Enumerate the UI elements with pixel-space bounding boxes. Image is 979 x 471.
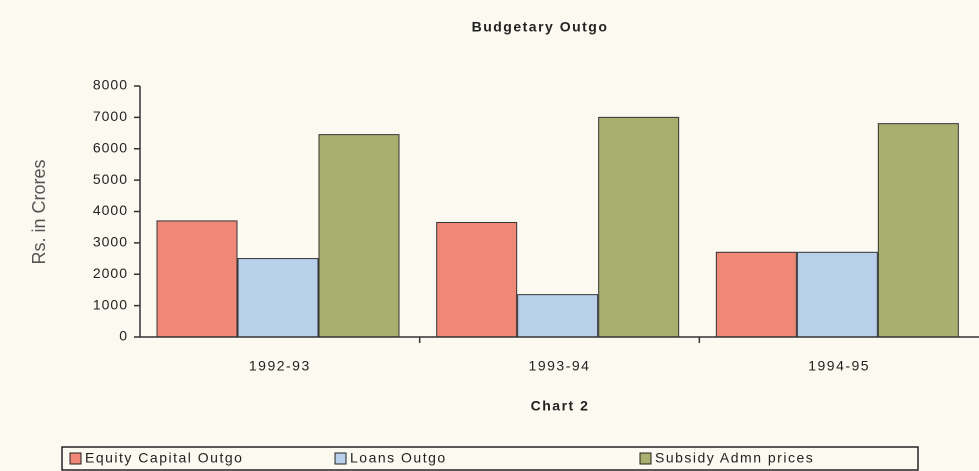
- bar: [715, 251, 797, 338]
- y-tick-label: 2000: [93, 265, 128, 281]
- legend-label: Subsidy Admn prices: [655, 450, 814, 466]
- bar: [796, 251, 878, 338]
- y-tick-label: 3000: [93, 234, 128, 250]
- legend-label: Equity Capital Outgo: [85, 450, 243, 466]
- x-axis-label: Chart 2: [531, 398, 590, 414]
- x-tick-label: 1992-93: [249, 358, 311, 374]
- legend-label: Loans Outgo: [350, 450, 447, 466]
- bar: [436, 221, 518, 338]
- y-tick-label: 7000: [93, 108, 128, 124]
- bar: [877, 123, 959, 338]
- y-tick-label: 0: [119, 328, 128, 344]
- y-tick-label: 6000: [93, 139, 128, 155]
- y-tick-label: 4000: [93, 202, 128, 218]
- x-tick-label: 1994-95: [808, 358, 870, 374]
- bar: [318, 134, 400, 338]
- y-tick-label: 1000: [93, 296, 128, 312]
- x-tick-label: 1993-94: [529, 358, 591, 374]
- bar: [517, 294, 599, 338]
- bar: [237, 258, 319, 338]
- legend-swatch: [334, 452, 347, 465]
- bar: [598, 116, 680, 338]
- chart-title: Budgetary Outgo: [472, 19, 609, 35]
- legend-box: [61, 446, 919, 471]
- y-tick-label: 5000: [93, 171, 128, 187]
- legend-swatch: [69, 452, 82, 465]
- y-tick-label: 8000: [93, 77, 128, 93]
- bar: [156, 220, 238, 338]
- legend-swatch: [639, 452, 652, 465]
- y-axis-label: Rs. in Crores: [29, 159, 49, 264]
